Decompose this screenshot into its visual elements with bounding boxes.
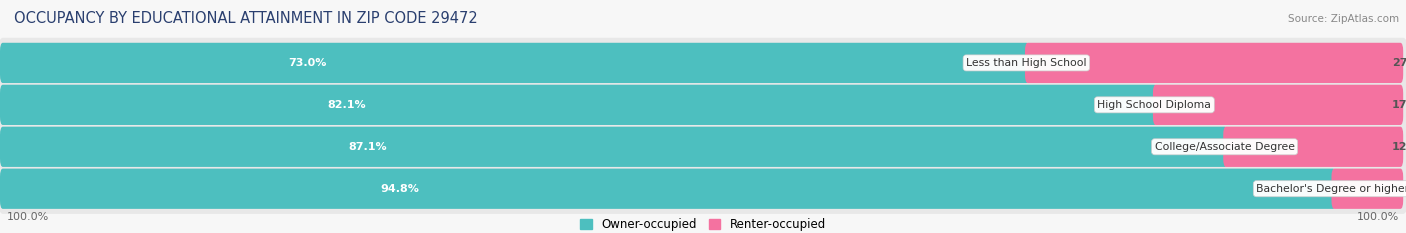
Text: 94.8%: 94.8% [381, 184, 419, 194]
FancyBboxPatch shape [0, 38, 1406, 88]
Legend: Owner-occupied, Renter-occupied: Owner-occupied, Renter-occupied [575, 213, 831, 233]
FancyBboxPatch shape [1331, 169, 1403, 209]
Text: Source: ZipAtlas.com: Source: ZipAtlas.com [1288, 14, 1399, 24]
Text: Bachelor's Degree or higher: Bachelor's Degree or higher [1257, 184, 1406, 194]
Text: 100.0%: 100.0% [7, 212, 49, 222]
Text: High School Diploma: High School Diploma [1098, 100, 1211, 110]
Text: 82.1%: 82.1% [328, 100, 366, 110]
FancyBboxPatch shape [0, 127, 1227, 167]
FancyBboxPatch shape [1025, 43, 1403, 83]
FancyBboxPatch shape [0, 85, 1157, 125]
Text: Less than High School: Less than High School [966, 58, 1087, 68]
Text: 17.9%: 17.9% [1392, 100, 1406, 110]
Text: College/Associate Degree: College/Associate Degree [1154, 142, 1295, 152]
FancyBboxPatch shape [0, 80, 1406, 130]
FancyBboxPatch shape [0, 122, 1406, 172]
Text: 100.0%: 100.0% [1357, 212, 1399, 222]
FancyBboxPatch shape [0, 169, 1336, 209]
Text: 5.2%: 5.2% [1392, 184, 1406, 194]
FancyBboxPatch shape [0, 43, 1029, 83]
FancyBboxPatch shape [0, 164, 1406, 214]
Text: 27.0%: 27.0% [1392, 58, 1406, 68]
FancyBboxPatch shape [1153, 85, 1403, 125]
Text: 87.1%: 87.1% [349, 142, 387, 152]
Text: 12.9%: 12.9% [1392, 142, 1406, 152]
FancyBboxPatch shape [1223, 127, 1403, 167]
Text: 73.0%: 73.0% [288, 58, 328, 68]
Text: OCCUPANCY BY EDUCATIONAL ATTAINMENT IN ZIP CODE 29472: OCCUPANCY BY EDUCATIONAL ATTAINMENT IN Z… [14, 11, 478, 26]
